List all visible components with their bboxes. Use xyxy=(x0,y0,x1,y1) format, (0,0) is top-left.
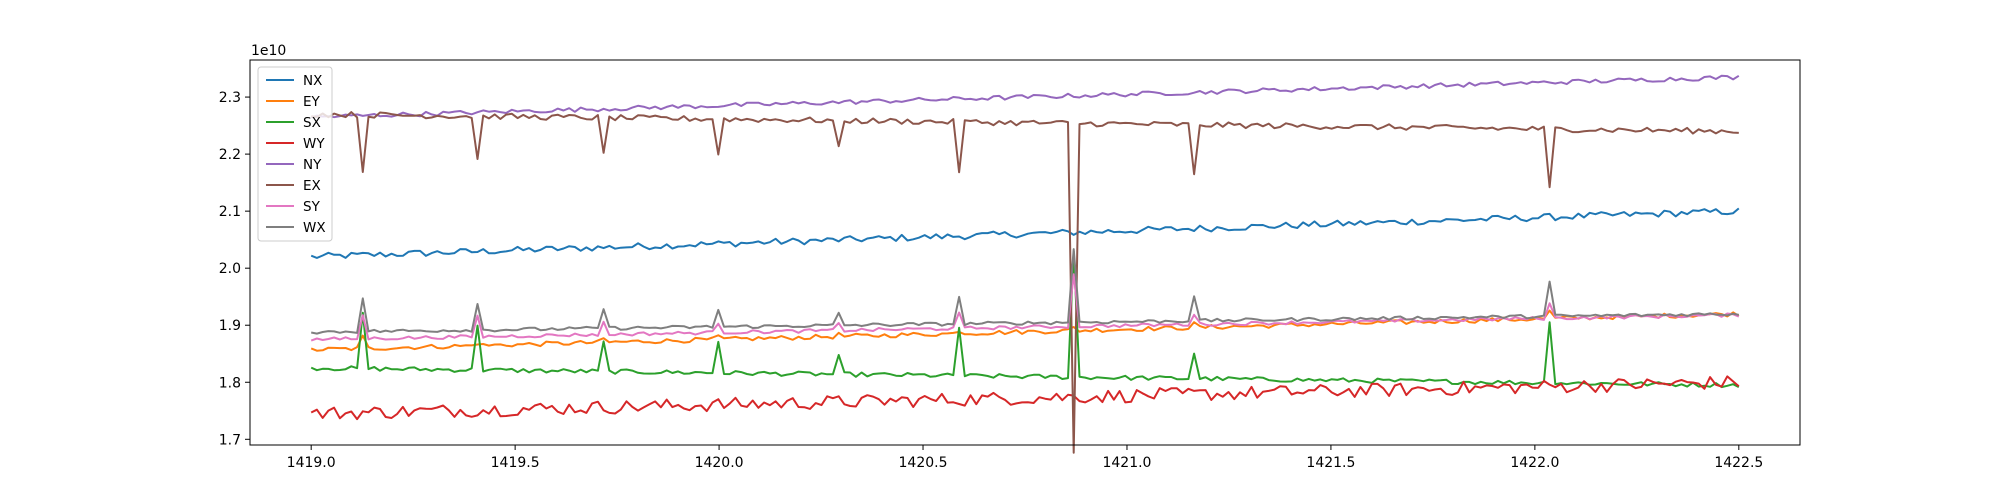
x-tick-label: 1422.5 xyxy=(1714,455,1763,471)
x-tick-label: 1420.5 xyxy=(899,455,948,471)
x-axis: 1419.0 1419.5 1420.0 1420.5 1421.0 1421.5 1422… xyxy=(287,445,1763,471)
x-tick-label: 1419.5 xyxy=(491,455,540,471)
legend-box xyxy=(257,66,333,242)
series-layer xyxy=(310,74,1740,454)
legend-label-ey: EY xyxy=(303,94,321,110)
legend-label-wx: WX xyxy=(303,220,326,236)
series-line-sx xyxy=(310,250,1740,389)
x-tick-label: 1421.5 xyxy=(1306,455,1355,471)
y-tick-label: 1.7 xyxy=(219,432,241,448)
plot-background xyxy=(250,60,1800,445)
series-line-ey xyxy=(310,309,1740,352)
y-axis: 1.7 1.8 1.9 2.0 2.1 2.2 2.3 xyxy=(219,90,250,448)
y-tick-label: 1.9 xyxy=(219,318,241,334)
y-tick-label: 2.2 xyxy=(219,147,241,163)
y-tick-label: 2.0 xyxy=(219,261,241,277)
series-line-ex xyxy=(311,111,1739,454)
x-tick-label: 1419.0 xyxy=(287,455,336,471)
legend-label-nx: NX xyxy=(303,73,322,89)
legend: NX EY SX WY NY EX SY WX xyxy=(257,66,333,242)
legend-label-sy: SY xyxy=(303,199,321,215)
y-offset-text: 1e10 xyxy=(251,43,286,59)
legend-label-sx: SX xyxy=(303,115,321,131)
legend-label-ny: NY xyxy=(303,157,322,173)
y-tick-label: 2.1 xyxy=(219,204,241,220)
x-tick-label: 1420.0 xyxy=(695,455,744,471)
series-line-wx xyxy=(311,248,1740,335)
plot-frame xyxy=(249,59,1801,446)
series-line-nx xyxy=(310,207,1740,259)
legend-label-ex: EX xyxy=(303,178,321,194)
x-tick-label: 1421.0 xyxy=(1102,455,1151,471)
series-line-sy xyxy=(310,273,1740,342)
y-tick-label: 1.8 xyxy=(219,375,241,391)
series-line-wy xyxy=(310,375,1740,421)
y-tick-label: 2.3 xyxy=(219,90,241,106)
series-line-ny xyxy=(310,74,1740,119)
legend-label-wy: WY xyxy=(303,136,325,152)
x-tick-label: 1422.0 xyxy=(1510,455,1559,471)
